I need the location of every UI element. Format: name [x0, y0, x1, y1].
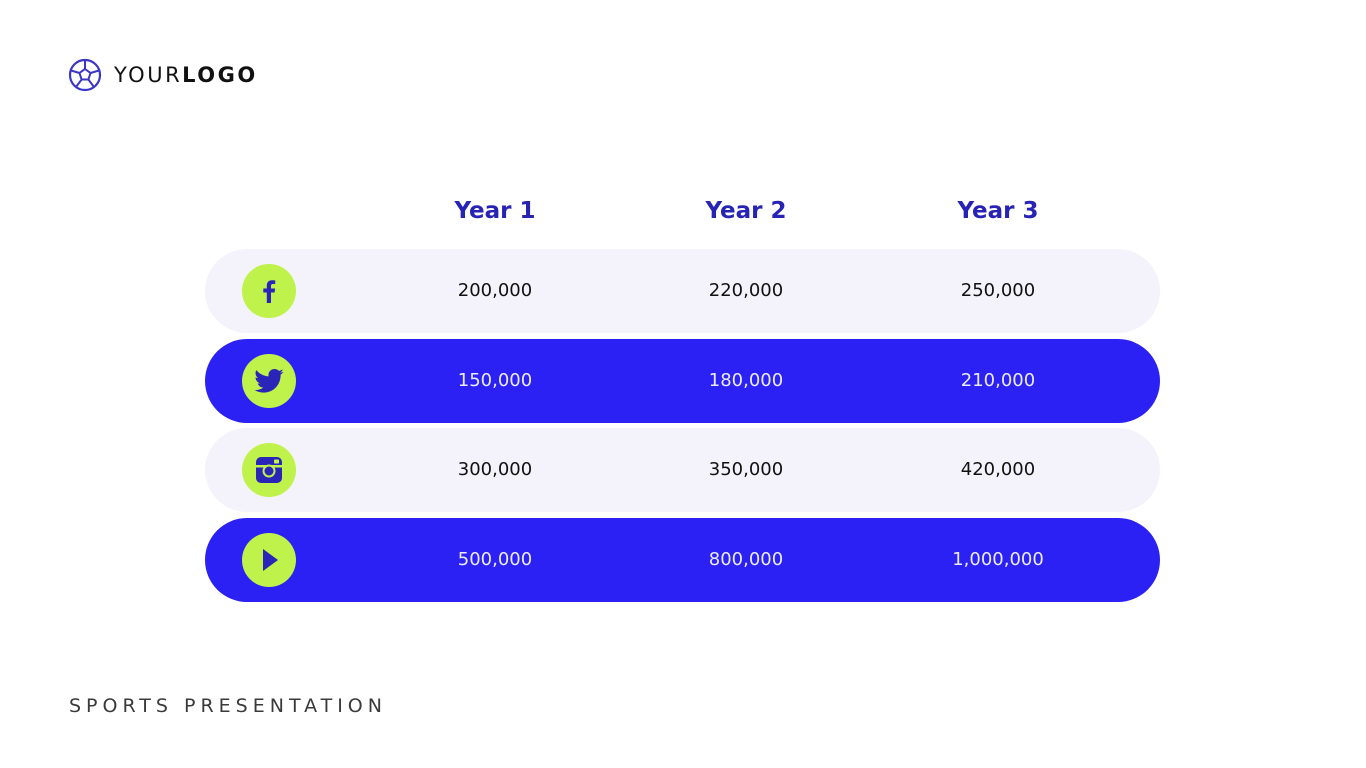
header-year-3: Year 3 [957, 198, 1039, 224]
cell-facebook-year-1: 200,000 [457, 280, 533, 301]
cell-facebook-year-2: 220,000 [708, 280, 784, 301]
cell-twitter-year-1: 150,000 [457, 370, 533, 391]
header-year-1: Year 1 [454, 198, 536, 224]
instagram-icon [242, 443, 296, 497]
cell-instagram-year-3: 420,000 [960, 459, 1036, 480]
play-icon [242, 533, 296, 587]
footer-title: SPORTS PRESENTATION [69, 695, 387, 717]
soccer-ball-icon [68, 58, 102, 92]
table-row-twitter: 150,000 180,000 210,000 [205, 339, 1160, 423]
facebook-icon [242, 264, 296, 318]
cell-facebook-year-3: 250,000 [960, 280, 1036, 301]
cell-instagram-year-2: 350,000 [708, 459, 784, 480]
table-header: Year 1 Year 2 Year 3 [0, 194, 1366, 228]
cell-twitter-year-2: 180,000 [708, 370, 784, 391]
cell-video-year-2: 800,000 [708, 549, 784, 570]
logo-text-light: YOUR [114, 62, 183, 87]
cell-instagram-year-1: 300,000 [457, 459, 533, 480]
cell-video-year-3: 1,000,000 [952, 549, 1044, 570]
logo-text: YOURLOGO [114, 62, 258, 87]
table-row-instagram: 300,000 350,000 420,000 [205, 428, 1160, 512]
table-row-facebook: 200,000 220,000 250,000 [205, 249, 1160, 333]
logo: YOURLOGO [68, 58, 258, 92]
header-year-2: Year 2 [705, 198, 787, 224]
table-row-video: 500,000 800,000 1,000,000 [205, 518, 1160, 602]
twitter-icon [242, 354, 296, 408]
cell-video-year-1: 500,000 [457, 549, 533, 570]
logo-text-bold: LOGO [182, 62, 258, 87]
cell-twitter-year-3: 210,000 [960, 370, 1036, 391]
